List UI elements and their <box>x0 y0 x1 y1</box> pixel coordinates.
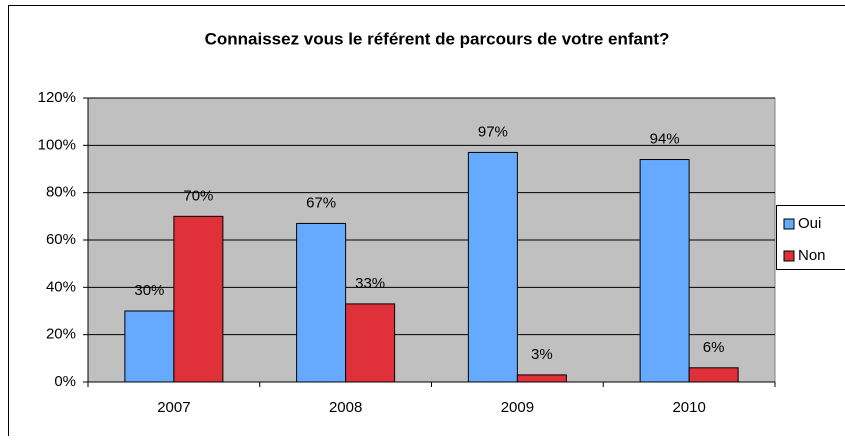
y-tick-label: 80% <box>46 184 76 201</box>
bar <box>689 368 738 382</box>
y-tick-label: 100% <box>38 136 76 153</box>
data-label: 94% <box>650 131 680 148</box>
legend-swatch <box>784 219 794 229</box>
y-tick-label: 20% <box>46 326 76 343</box>
y-tick-label: 120% <box>38 89 76 106</box>
bar <box>640 160 689 382</box>
bar <box>125 311 174 382</box>
data-label: 97% <box>478 123 508 140</box>
data-label: 3% <box>531 346 553 363</box>
y-tick-label: 0% <box>54 373 76 390</box>
chart-title: Connaissez vous le référent de parcours … <box>205 29 670 48</box>
bar <box>297 223 346 382</box>
data-label: 67% <box>306 194 336 211</box>
x-tick-label: 2010 <box>672 399 705 416</box>
bar <box>346 304 395 382</box>
data-label: 33% <box>355 275 385 292</box>
y-tick-label: 40% <box>46 278 76 295</box>
x-tick-label: 2008 <box>329 399 362 416</box>
x-tick-label: 2009 <box>501 399 534 416</box>
legend-label: Oui <box>798 215 821 232</box>
data-label: 6% <box>703 339 725 356</box>
bar <box>517 375 566 382</box>
legend-swatch <box>784 251 794 261</box>
legend-label: Non <box>798 247 826 264</box>
data-label: 30% <box>134 282 164 299</box>
y-tick-label: 60% <box>46 231 76 248</box>
bar <box>174 216 223 382</box>
bar <box>468 152 517 382</box>
x-tick-label: 2007 <box>157 399 190 416</box>
data-label: 70% <box>183 187 213 204</box>
